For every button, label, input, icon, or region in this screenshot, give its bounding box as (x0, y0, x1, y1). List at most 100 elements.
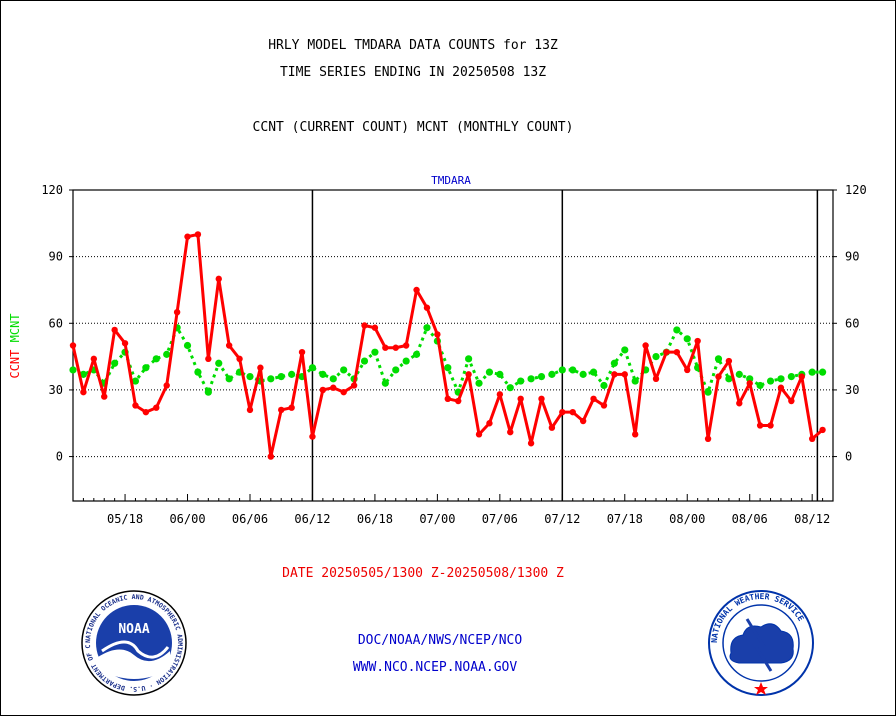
point-ccnt (288, 404, 295, 411)
point-ccnt (538, 395, 545, 403)
point-ccnt (507, 428, 514, 436)
point-mcnt (527, 375, 535, 383)
point-mcnt (756, 381, 764, 390)
xtick-label: 08/06 (732, 512, 768, 526)
point-mcnt (194, 368, 202, 376)
point-mcnt (79, 370, 88, 378)
point-ccnt (382, 344, 389, 351)
website-link[interactable]: WWW.NCO.NCEP.NOAA.GOV (352, 660, 518, 675)
point-ccnt (808, 435, 816, 442)
point-ccnt (330, 384, 337, 391)
point-ccnt (517, 395, 524, 403)
ytick-label-right: 30 (845, 383, 859, 397)
point-mcnt (142, 364, 150, 372)
point-ccnt (777, 384, 785, 391)
point-mcnt (465, 355, 473, 363)
point-ccnt (569, 408, 576, 416)
ytick-label-left: 30 (49, 383, 63, 397)
point-ccnt (309, 433, 316, 440)
xtick-label: 07/18 (607, 512, 643, 526)
point-mcnt (496, 370, 504, 378)
xtick-label: 06/00 (169, 512, 205, 526)
point-ccnt (69, 342, 77, 349)
ytick-label-left: 60 (49, 316, 63, 330)
point-ccnt (746, 380, 753, 387)
ytick-label-left: 120 (41, 183, 63, 197)
point-ccnt (715, 373, 722, 380)
point-ccnt (579, 417, 587, 425)
point-ccnt (194, 231, 202, 238)
point-mcnt (215, 359, 223, 367)
point-mcnt (152, 355, 160, 363)
point-ccnt (246, 406, 254, 414)
ytick-label-right: 0 (845, 450, 852, 464)
point-ccnt (631, 431, 639, 438)
ytick-label-left: 90 (49, 250, 63, 264)
y-axis-label-mcnt: MCNT (8, 313, 22, 349)
point-ccnt (142, 408, 150, 416)
point-mcnt (673, 326, 681, 334)
y-axis-label: CCNT MCNT (8, 313, 22, 378)
point-ccnt (278, 406, 285, 414)
point-ccnt (90, 355, 98, 363)
point-ccnt (236, 355, 243, 363)
point-ccnt (434, 331, 441, 338)
series-line-mcnt (72, 326, 823, 394)
point-mcnt (319, 370, 327, 378)
point-mcnt (569, 366, 577, 374)
point-ccnt (215, 275, 222, 283)
point-mcnt (818, 368, 827, 376)
point-ccnt (694, 337, 701, 345)
point-ccnt (642, 342, 649, 349)
ytick-label-right: 60 (845, 316, 859, 330)
point-ccnt (298, 348, 306, 356)
point-ccnt (725, 357, 733, 365)
point-mcnt (69, 366, 77, 374)
point-ccnt (548, 424, 556, 431)
point-mcnt (163, 350, 171, 358)
point-ccnt (257, 364, 264, 371)
point-mcnt (517, 377, 525, 385)
chart-title: TMDARA (431, 174, 471, 187)
point-mcnt (610, 359, 618, 367)
noaa-logo-text: NOAA (118, 622, 149, 637)
point-mcnt (246, 373, 254, 381)
org-path-link[interactable]: DOC/NOAA/NWS/NCEP/NCO (357, 633, 523, 648)
point-mcnt (267, 375, 275, 383)
xtick-label: 06/06 (232, 512, 268, 526)
point-ccnt (788, 397, 795, 405)
point-mcnt (808, 368, 816, 376)
point-mcnt (537, 373, 546, 381)
point-ccnt (736, 400, 743, 407)
ytick-label-right: 90 (845, 250, 859, 264)
point-ccnt (340, 388, 347, 396)
point-mcnt (766, 377, 775, 385)
point-ccnt (590, 395, 597, 403)
xtick-label: 07/06 (482, 512, 518, 526)
point-mcnt (402, 357, 410, 365)
point-ccnt (319, 386, 327, 394)
point-ccnt (184, 233, 191, 240)
xtick-label: 07/00 (419, 512, 455, 526)
point-mcnt (288, 370, 296, 378)
point-mcnt (371, 348, 379, 356)
point-mcnt (506, 384, 514, 392)
point-ccnt (611, 371, 618, 378)
point-ccnt (350, 382, 358, 389)
point-mcnt (444, 364, 452, 372)
date-range: DATE 20250505/1300 Z-20250508/1300 Z (282, 566, 564, 581)
point-ccnt (663, 348, 670, 356)
point-mcnt (277, 373, 285, 381)
point-ccnt (465, 371, 472, 378)
point-mcnt (111, 359, 119, 367)
point-ccnt (413, 286, 420, 294)
point-mcnt (735, 370, 743, 378)
point-ccnt (444, 395, 451, 403)
chart-header-line1: HRLY MODEL TMDARA DATA COUNTS for 13Z (268, 38, 558, 53)
point-mcnt (131, 377, 140, 385)
point-ccnt (600, 402, 608, 409)
xtick-label: 08/12 (794, 512, 830, 526)
point-ccnt (756, 422, 764, 429)
point-mcnt (485, 368, 494, 376)
